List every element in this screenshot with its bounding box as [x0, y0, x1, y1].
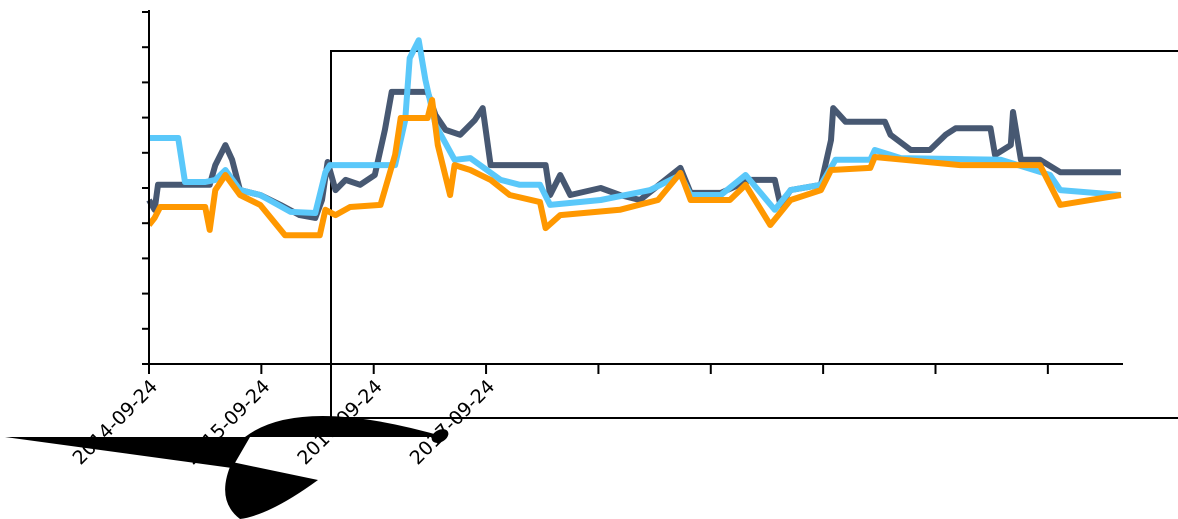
glitch-wedge [5, 437, 250, 468]
glitch-blob [225, 462, 318, 519]
glitch-dot [431, 429, 449, 443]
series-line [149, 37, 1122, 216]
plot [146, 37, 1122, 239]
series-line [146, 97, 1122, 239]
overlay-frame [330, 50, 1178, 419]
glitch-lens [245, 416, 445, 437]
x-tick-label: 2017-09-24 [406, 376, 500, 470]
series-line [146, 88, 1121, 221]
